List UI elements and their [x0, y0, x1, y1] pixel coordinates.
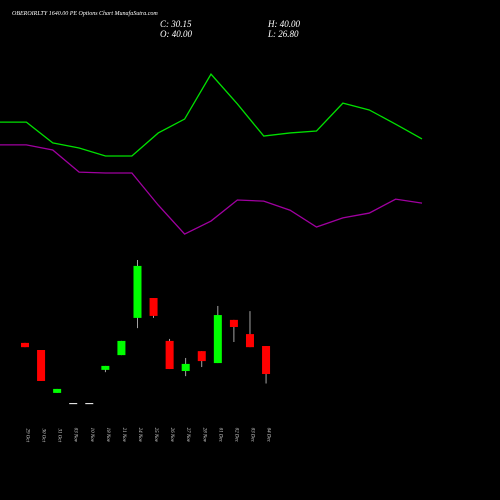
candle-body — [53, 388, 62, 393]
x-tick-label: 24 Nov — [137, 428, 142, 443]
x-tick-label: 03 Nov — [73, 428, 78, 443]
x-tick-label: 03 Dec — [249, 428, 254, 443]
x-tick-label: 29 Oct — [25, 429, 30, 443]
x-tick-label: 21 Nov — [121, 428, 126, 443]
candle-body — [85, 403, 94, 405]
candle-body — [262, 346, 271, 375]
x-tick-label: 26 Nov — [169, 428, 174, 443]
candle-body — [69, 403, 78, 405]
candle-body — [117, 340, 126, 356]
ohlc-label: O: — [160, 29, 170, 39]
indicator-line — [0, 144, 423, 235]
candle-body — [165, 340, 174, 370]
ohlc-readout: C: 30.15 — [160, 19, 192, 29]
candle-body — [229, 319, 238, 327]
ohlc-label: C: — [160, 19, 169, 29]
x-tick-label: 01 Dec — [217, 428, 222, 443]
candle-body — [197, 351, 206, 362]
ohlc-value: 40.00 — [172, 29, 193, 39]
candle-body — [133, 265, 142, 318]
x-tick-label: 18 Nov — [105, 428, 110, 443]
candle-body — [101, 365, 110, 370]
ohlc-value: 26.80 — [278, 29, 299, 39]
x-tick-label: 27 Nov — [185, 428, 190, 443]
indicator-line — [0, 73, 423, 157]
ohlc-value: 30.15 — [170, 19, 192, 29]
candle-body — [245, 334, 254, 348]
candle-body — [149, 298, 158, 316]
x-tick-label: 25 Nov — [153, 428, 158, 443]
candle-body — [181, 363, 190, 372]
x-tick-label: 30 Oct — [41, 429, 46, 443]
x-tick-label: 04 Dec — [266, 428, 271, 443]
ohlc-readout: O: 40.00 — [160, 29, 193, 39]
x-tick-label: 31 Oct — [57, 429, 62, 443]
chart-title: OBEROIRLTY 1640.00 PE Options Chart Muna… — [12, 10, 158, 17]
ohlc-readout: L: 26.80 — [267, 29, 299, 39]
candle-body — [213, 315, 222, 364]
x-tick-label: 02 Dec — [233, 428, 238, 443]
ohlc-readout: H: 40.00 — [267, 19, 301, 29]
ohlc-label: H: — [267, 19, 278, 29]
candle-body — [21, 342, 29, 348]
x-tick-label: 10 Nov — [89, 428, 94, 443]
ohlc-value: 40.00 — [280, 19, 301, 29]
ohlc-label: L: — [267, 29, 276, 39]
candle-body — [37, 350, 46, 381]
x-tick-label: 28 Nov — [201, 428, 206, 443]
